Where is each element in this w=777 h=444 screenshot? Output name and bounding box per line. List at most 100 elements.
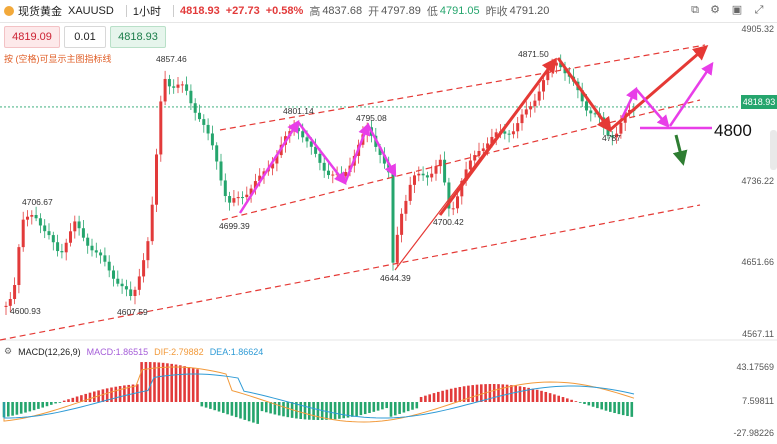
magenta-arrow-2 xyxy=(297,121,347,185)
candle-body xyxy=(198,112,201,120)
red-arrow-down xyxy=(556,57,612,133)
candle-body xyxy=(163,78,167,102)
instrument-name[interactable]: 现货黄金 xyxy=(18,6,62,18)
candles xyxy=(4,54,636,315)
candle-body xyxy=(206,124,210,134)
candle-body xyxy=(64,242,68,253)
candle-body xyxy=(107,261,111,271)
candle-body xyxy=(129,289,133,296)
fullscreen-icon[interactable]: ⤢ xyxy=(754,4,764,16)
candle-body xyxy=(155,154,158,205)
candle-body xyxy=(430,173,434,178)
candle-body xyxy=(142,260,146,277)
macd-histogram-bar xyxy=(183,366,186,402)
candle-body xyxy=(8,298,12,306)
indicator-icon[interactable]: ⧉ xyxy=(691,4,699,16)
timeframe-selector[interactable]: 1小时 xyxy=(132,6,161,18)
candle-body xyxy=(13,285,17,299)
high-label: 高 xyxy=(309,6,321,18)
candle-body xyxy=(524,109,528,115)
candle-body xyxy=(167,78,171,87)
price-annotation: 4871.50 xyxy=(518,49,549,59)
macd-histogram-bar xyxy=(531,388,535,402)
macd-histogram-bar xyxy=(363,402,367,415)
macd-histogram-bar xyxy=(7,402,10,417)
sell-button[interactable]: 4819.09 xyxy=(4,26,60,48)
macd-histogram-bar xyxy=(458,386,462,402)
high-value: 4837.68 xyxy=(322,5,363,17)
candle-body xyxy=(232,198,236,203)
macd-histogram-bar xyxy=(514,385,517,402)
candle-body xyxy=(124,286,128,290)
candle-body xyxy=(331,174,335,176)
macd-histogram-bar xyxy=(475,384,479,402)
candle-body xyxy=(60,251,64,253)
candle-body xyxy=(228,196,232,203)
macd-histogram-bar xyxy=(239,402,242,419)
macd-histogram-bar xyxy=(432,393,436,402)
candle-body xyxy=(21,219,25,248)
candle-body xyxy=(559,62,563,68)
magenta-arrow-5 xyxy=(620,86,638,119)
prev-close-label: 昨收 xyxy=(485,6,508,18)
camera-icon[interactable]: ▣ xyxy=(731,4,743,16)
macd-histogram-bar xyxy=(527,387,530,402)
buy-button[interactable]: 4818.93 xyxy=(110,26,166,48)
macd-histogram-bar xyxy=(277,402,281,416)
macd-histogram-bar xyxy=(140,362,143,402)
macd-histogram-bar xyxy=(398,402,401,414)
red-arrow-target xyxy=(609,45,709,132)
candle-body xyxy=(258,175,262,182)
macd-histogram-bar xyxy=(282,402,285,417)
macd-histogram-bar xyxy=(312,402,315,420)
macd-histogram-bar xyxy=(265,402,268,413)
macd-histogram-bar xyxy=(84,393,87,402)
candle-body xyxy=(86,237,90,246)
channel-middle-line xyxy=(221,99,701,221)
macd-histogram-bar xyxy=(604,402,608,411)
settings-icon[interactable]: ⚙ xyxy=(710,4,720,16)
open-value: 4797.89 xyxy=(381,5,421,17)
macd-histogram-bar xyxy=(488,384,492,402)
price-change: +27.73 xyxy=(225,5,260,17)
macd-histogram-bar xyxy=(80,395,83,402)
macd-histogram-bar xyxy=(19,402,23,414)
candle-body xyxy=(481,148,485,151)
axis-label-4736: 4736.22 xyxy=(741,176,774,186)
low-value: 4791.05 xyxy=(439,5,480,17)
macd-histogram-bar xyxy=(406,402,410,412)
macd-histogram-bar xyxy=(200,402,204,407)
channel-lower-line xyxy=(0,204,701,341)
macd-histogram-bar xyxy=(71,397,75,402)
candle-body xyxy=(103,255,107,262)
candle-body xyxy=(249,188,253,195)
candle-body xyxy=(17,247,21,286)
candle-body xyxy=(245,194,249,198)
symbol-code[interactable]: XAUUSD xyxy=(68,5,114,17)
macd-histogram-bar xyxy=(75,396,79,402)
candle-body xyxy=(542,80,545,92)
axis-label-4651: 4651.66 xyxy=(741,257,774,267)
chart-scrollbar[interactable] xyxy=(770,130,777,170)
price-annotations: 4857.46 4801.14 4795.08 4871.50 4706.67 4699.… xyxy=(10,49,752,317)
candle-body xyxy=(546,70,550,81)
candle-body xyxy=(391,172,395,263)
macd-histogram-bar xyxy=(492,384,496,402)
lot-size-input[interactable]: 0.01 xyxy=(64,26,106,48)
candle-body xyxy=(271,163,275,169)
macd-histogram-bar xyxy=(355,402,358,416)
candle-body xyxy=(69,231,72,243)
macd-histogram-bar xyxy=(630,402,634,417)
candle-body xyxy=(73,221,77,232)
gear-icon[interactable]: ⚙ xyxy=(4,346,13,356)
candle-body xyxy=(296,127,300,132)
magenta-arrow-3 xyxy=(343,122,371,184)
macd-value: MACD:1.86515 xyxy=(86,346,149,357)
macd-axis-bottom: -27.98226 xyxy=(733,428,774,438)
macd-histogram-bar xyxy=(243,402,247,420)
candle-body xyxy=(628,109,631,112)
keyboard-hint: 按 (空格)可显示主图指标线 xyxy=(4,54,112,64)
open-label: 开 xyxy=(368,6,380,18)
macd-histogram-bar xyxy=(256,402,259,424)
